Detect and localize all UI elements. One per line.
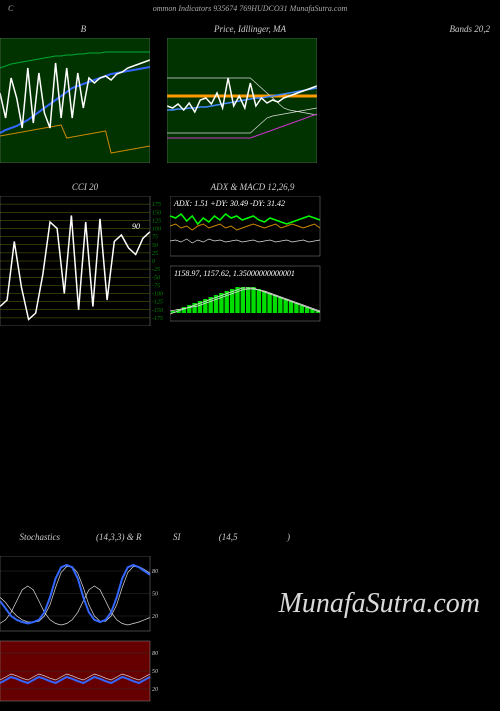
panel-price: Price, Idllinger, MA [167, 24, 334, 162]
svg-text:175: 175 [152, 202, 161, 208]
svg-text:0: 0 [152, 259, 155, 265]
header-main: ommon Indicators 935674 769HUDCO31 Munaf… [153, 4, 347, 13]
svg-text:-75: -75 [152, 283, 160, 289]
svg-text:80: 80 [152, 651, 158, 657]
chart-b [0, 38, 150, 163]
panel-price-title: Price, Idllinger, MA [167, 24, 334, 34]
svg-text:80: 80 [152, 569, 158, 575]
panel-adx-title: ADX & MACD 12,26,9 [170, 182, 335, 192]
panel-cci-title: CCI 20 [0, 182, 170, 192]
svg-text:25: 25 [152, 251, 158, 257]
svg-text:20: 20 [152, 687, 158, 693]
svg-text:1158.97, 1157.62, 1.35000000: 1158.97, 1157.62, 1.35000000000001 [174, 269, 295, 278]
svg-text:50: 50 [152, 243, 158, 249]
panel-bands-label: Bands 20,2 [333, 24, 500, 162]
svg-text:-25: -25 [152, 267, 160, 273]
svg-text:-125: -125 [152, 300, 163, 306]
panel-b: B [0, 24, 167, 162]
page-header: C ommon Indicators 935674 769HUDCO31 Mun… [0, 0, 500, 18]
svg-text:ADX: 1.51 +DY: 30.49 -DY: 31.4: ADX: 1.51 +DY: 30.49 -DY: 31.42 [173, 199, 285, 208]
svg-text:20: 20 [152, 614, 158, 620]
panel-b-title: B [0, 24, 167, 34]
header-left: C [8, 4, 13, 13]
svg-text:90: 90 [132, 222, 140, 231]
svg-text:150: 150 [152, 210, 161, 216]
panel-stoch: Stochastics (14,3,3) & R SI (14,5 ) 20 50… [0, 522, 290, 692]
bands-title: Bands 20,2 [333, 24, 500, 34]
svg-text:50: 50 [152, 592, 158, 598]
chart-stoch: 20 50 80 20 50 80 [0, 556, 160, 711]
chart-cci: -175 -150 -125 -100 -75 -50 -25 0 25 50 75 100 125 15… [0, 196, 170, 326]
panel-cci: CCI 20 -175 -150 -125 -100 -75 -50 -25 0 25 50 75 1… [0, 182, 170, 322]
chart-adx: ADX: 1.51 +DY: 30.49 -DY: 31.42 1158.97, … [170, 196, 330, 326]
panel-stoch-title: Stochastics (14,3,3) & R SI (14,5 ) [0, 522, 290, 552]
svg-text:75: 75 [152, 235, 158, 241]
svg-text:-50: -50 [152, 275, 160, 281]
svg-text:125: 125 [152, 218, 161, 224]
svg-text:100: 100 [152, 227, 161, 233]
svg-text:-175: -175 [152, 316, 163, 322]
panel-empty-r2 [335, 182, 500, 322]
svg-text:50: 50 [152, 669, 158, 675]
panel-adx: ADX & MACD 12,26,9 ADX: 1.51 +DY: 30.49 … [170, 182, 335, 322]
svg-text:-100: -100 [152, 292, 163, 298]
svg-text:-150: -150 [152, 308, 163, 314]
chart-price [167, 38, 317, 163]
